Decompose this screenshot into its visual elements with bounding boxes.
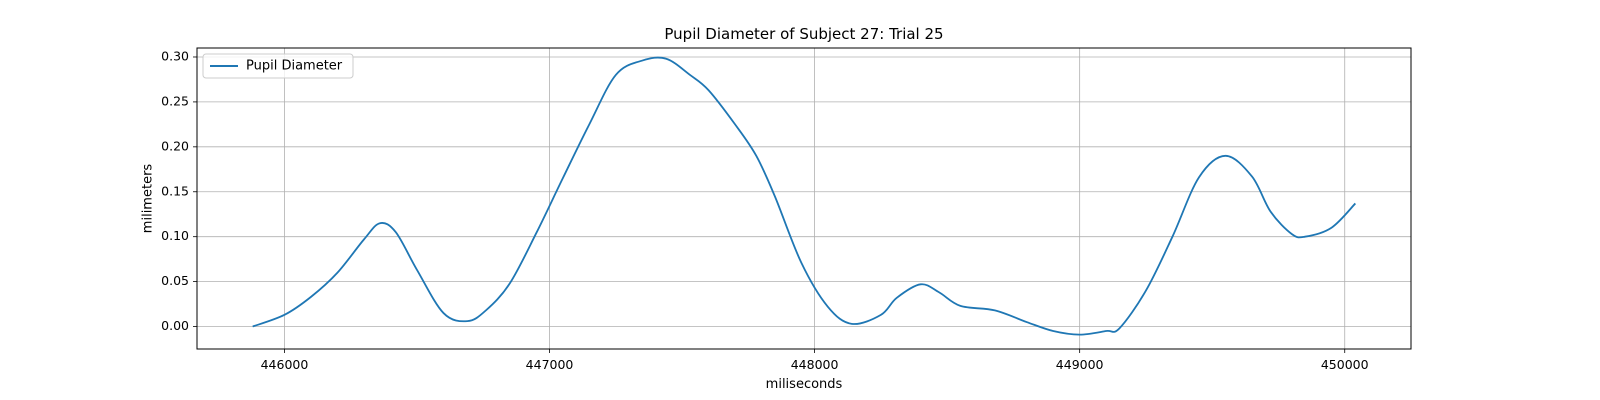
y-tick-label: 0.15: [161, 183, 189, 198]
legend-box: [202, 53, 354, 79]
plot-area-frame: [196, 47, 1412, 350]
series-line-pupil-diameter: [252, 56, 1356, 336]
y-axis-ticks: 0.00 0.05 0.10 0.15 0.20 0.25 0.30: [161, 48, 197, 333]
legend: Pupil Diameter: [202, 53, 354, 79]
y-tick-label: 0.30: [161, 48, 189, 63]
x-axis-label: miliseconds: [766, 377, 843, 392]
x-axis-ticks: 446000 447000 448000 449000 450000: [261, 349, 1369, 372]
x-tick-label: 449000: [1056, 357, 1104, 372]
x-tick-label: 448000: [791, 357, 839, 372]
x-tick-label: 446000: [261, 357, 309, 372]
grid-lines: [197, 48, 1411, 349]
x-tick-label: 447000: [526, 357, 574, 372]
x-tick-label: 450000: [1321, 357, 1369, 372]
y-tick-label: 0.05: [161, 273, 189, 288]
y-tick-label: 0.20: [161, 138, 189, 153]
y-tick-label: 0.25: [161, 93, 189, 108]
legend-label: Pupil Diameter: [246, 59, 343, 74]
series-layer: [252, 56, 1356, 336]
y-axis-label: milimeters: [141, 164, 156, 234]
chart-title: Pupil Diameter of Subject 27: Trial 25: [664, 25, 943, 43]
y-tick-label: 0.10: [161, 228, 189, 243]
y-tick-label: 0.00: [161, 318, 189, 333]
